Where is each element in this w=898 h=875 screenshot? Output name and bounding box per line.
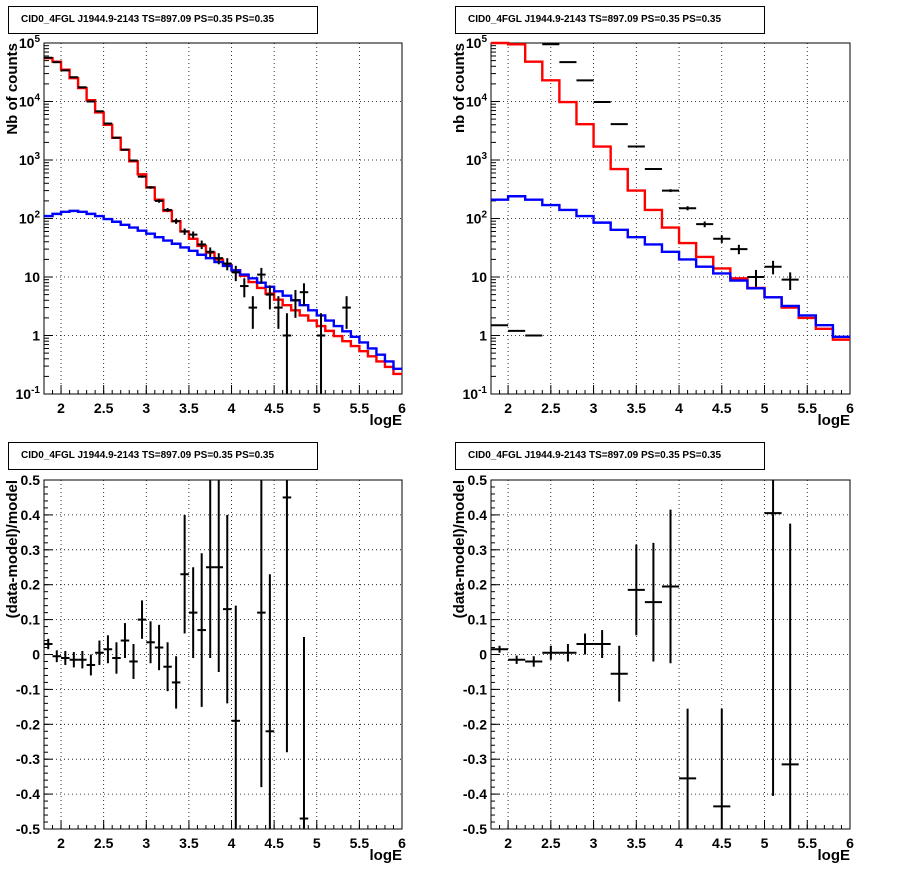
y-tick-label: 10-1 (463, 385, 488, 402)
x-tick-label: 4.5 (712, 400, 732, 416)
y-tick-label: 0.2 (21, 577, 41, 593)
chart-title: CID0_4FGL J1944.9-2143 TS=897.09 PS=0.35… (8, 442, 318, 470)
chart-title: CID0_4FGL J1944.9-2143 TS=897.09 PS=0.35… (8, 6, 318, 34)
y-tick-label: 103 (466, 151, 488, 168)
x-tick-label: 2 (504, 835, 512, 851)
y-tick-label: -0.3 (16, 751, 40, 767)
y-tick-label: 102 (466, 210, 488, 227)
y-axis-label: (data-model)/model (4, 480, 21, 618)
y-tick-label: 1 (32, 328, 40, 344)
y-tick-label: 103 (19, 151, 41, 168)
y-tick-label: 0.3 (21, 542, 41, 558)
x-tick-label: 4 (675, 400, 683, 416)
y-tick-label: 0 (32, 647, 40, 663)
x-tick-label: 5 (313, 835, 321, 851)
x-tick-label: 3.5 (627, 835, 647, 851)
x-tick-label: 2.5 (94, 400, 114, 416)
x-tick-label: 5 (313, 400, 321, 416)
x-tick-label: 4.5 (264, 835, 284, 851)
y-tick-label: 102 (19, 210, 41, 227)
x-axis-label: logE (818, 412, 851, 429)
y-axis-label: nb of counts (451, 43, 468, 133)
y-tick-label: -0.4 (16, 786, 40, 802)
y-tick-label: 1 (479, 328, 487, 344)
y-tick-label: -0.4 (463, 786, 487, 802)
chart-title: CID0_4FGL J1944.9-2143 TS=897.09 PS=0.35… (455, 442, 765, 470)
y-tick-label: 0.4 (468, 507, 488, 523)
x-axis-label: logE (818, 847, 851, 864)
x-tick-label: 3 (142, 835, 150, 851)
y-tick-label: 0.2 (468, 577, 488, 593)
x-tick-label: 2.5 (94, 835, 114, 851)
series-line-1 (491, 195, 850, 339)
y-tick-label: -0.5 (16, 821, 40, 837)
chart-title: CID0_4FGL J1944.9-2143 TS=897.09 PS=0.35… (455, 6, 765, 34)
x-tick-label: 2 (57, 835, 65, 851)
x-axis-label: logE (370, 412, 403, 429)
y-tick-label: -0.1 (463, 681, 487, 697)
y-tick-label: 0.3 (468, 542, 488, 558)
y-tick-label: 0.5 (21, 472, 41, 488)
series-line-0 (491, 41, 850, 341)
x-tick-label: 5.5 (350, 835, 370, 851)
x-tick-label: 4 (228, 835, 236, 851)
y-axis-label: (data-model)/model (451, 480, 468, 618)
x-tick-label: 5 (761, 835, 769, 851)
x-tick-label: 3.5 (627, 400, 647, 416)
y-tick-label: 10 (24, 269, 40, 285)
y-tick-label: 0.4 (21, 507, 41, 523)
y-tick-label: 0.1 (21, 612, 41, 628)
y-tick-label: 0 (479, 647, 487, 663)
x-tick-label: 2 (504, 400, 512, 416)
y-tick-label: 10 (471, 269, 487, 285)
y-tick-label: -0.2 (463, 716, 487, 732)
x-axis-label: logE (370, 847, 403, 864)
plot-frame (43, 479, 403, 830)
x-tick-label: 5.5 (350, 400, 370, 416)
y-axis-label: Nb of counts (4, 43, 21, 135)
x-tick-label: 2 (57, 400, 65, 416)
x-tick-label: 4 (675, 835, 683, 851)
y-tick-label: 104 (19, 93, 41, 110)
y-tick-label: -0.2 (16, 716, 40, 732)
x-tick-label: 4 (228, 400, 236, 416)
y-tick-label: 10-1 (16, 385, 41, 402)
y-tick-label: -0.3 (463, 751, 487, 767)
x-tick-label: 5.5 (798, 400, 818, 416)
x-tick-label: 2.5 (541, 400, 561, 416)
x-tick-label: 3 (590, 400, 598, 416)
y-tick-label: 104 (466, 93, 488, 110)
x-tick-label: 6 (398, 835, 406, 851)
x-tick-label: 3 (142, 400, 150, 416)
x-tick-label: 6 (846, 400, 854, 416)
x-tick-label: 5.5 (798, 835, 818, 851)
y-tick-label: 105 (19, 34, 41, 51)
x-tick-label: 5 (761, 400, 769, 416)
x-tick-label: 6 (846, 835, 854, 851)
x-tick-label: 3.5 (179, 400, 199, 416)
x-tick-label: 3 (590, 835, 598, 851)
y-tick-label: 0.1 (468, 612, 488, 628)
x-tick-label: 4.5 (264, 400, 284, 416)
x-tick-label: 3.5 (179, 835, 199, 851)
x-tick-label: 6 (398, 400, 406, 416)
y-tick-label: 0.5 (468, 472, 488, 488)
x-tick-label: 4.5 (712, 835, 732, 851)
x-tick-label: 2.5 (541, 835, 561, 851)
y-tick-label: -0.5 (463, 821, 487, 837)
y-tick-label: -0.1 (16, 681, 40, 697)
y-tick-label: 105 (466, 34, 488, 51)
